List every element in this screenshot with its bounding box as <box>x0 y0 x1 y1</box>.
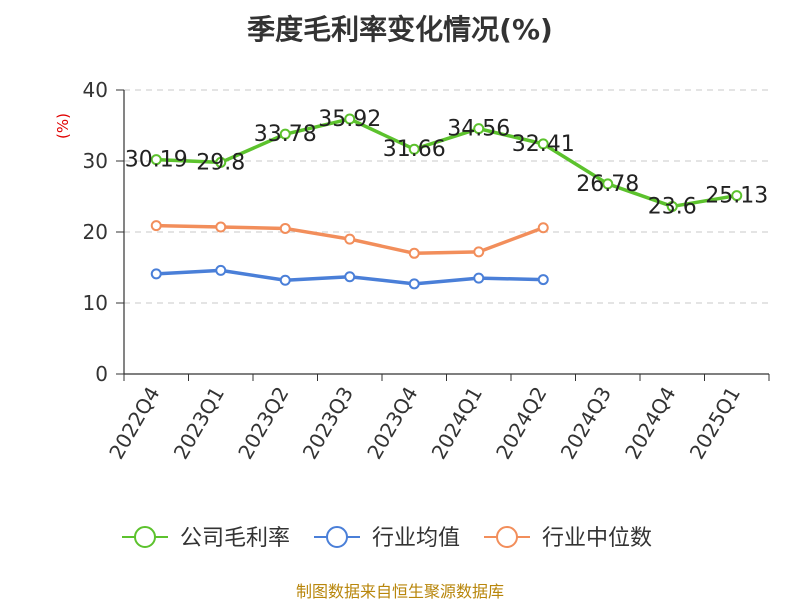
y-tick-label: 10 <box>83 291 108 315</box>
data-point <box>215 156 227 168</box>
data-label: 29.8 <box>196 150 245 175</box>
data-point <box>666 200 678 212</box>
grid-lines <box>124 89 769 304</box>
data-point <box>344 271 356 283</box>
x-tick-label: 2024Q1 <box>427 383 487 464</box>
data-label: 30.19 <box>125 148 188 173</box>
data-point <box>537 274 549 286</box>
data-label: 33.78 <box>254 122 317 147</box>
data-point <box>279 128 291 140</box>
data-label: 23.6 <box>648 194 697 219</box>
data-point <box>279 222 291 234</box>
x-tick-label: 2023Q3 <box>298 383 358 464</box>
legend-label: 行业均值 <box>372 526 460 551</box>
data-point <box>473 246 485 258</box>
data-label: 35.92 <box>318 107 381 132</box>
data-point <box>473 272 485 284</box>
data-point <box>731 190 743 202</box>
data-point <box>408 278 420 290</box>
data-point <box>279 274 291 286</box>
data-point <box>408 143 420 155</box>
data-point <box>537 222 549 234</box>
legend-marker <box>496 526 518 548</box>
x-tick-label: 2025Q1 <box>685 383 745 464</box>
legend: 公司毛利率 行业均值 行业中位数 <box>122 526 652 551</box>
x-tick-label: 2024Q4 <box>620 383 680 464</box>
data-point <box>537 138 549 150</box>
axes: 0 10 20 30 40 (%) 2022Q4 2023Q1 2023Q2 2023Q3 2023… <box>54 78 770 464</box>
data-point <box>344 233 356 245</box>
y-axis-label: (%) <box>54 113 72 139</box>
chart-title: 季度毛利率变化情况(%) <box>247 13 553 46</box>
legend-marker <box>134 526 156 548</box>
data-label: 32.41 <box>512 132 575 157</box>
data-point <box>473 123 485 135</box>
y-tick-label: 30 <box>83 149 108 173</box>
data-point <box>150 154 162 166</box>
x-tick-label: 2024Q2 <box>491 383 551 464</box>
y-tick-label: 0 <box>95 362 108 386</box>
series-line-0 <box>156 117 738 209</box>
data-point <box>602 178 614 190</box>
x-tick-label: 2024Q3 <box>556 383 616 464</box>
data-point <box>150 268 162 280</box>
y-tick-label: 40 <box>83 78 108 102</box>
x-tick-label: 2022Q4 <box>104 383 164 464</box>
data-point <box>344 113 356 125</box>
source-note: 制图数据来自恒生聚源数据库 <box>295 582 504 601</box>
x-tick-label: 2023Q1 <box>169 383 229 464</box>
legend-label: 行业中位数 <box>542 526 652 551</box>
data-point <box>215 221 227 233</box>
data-label: 34.56 <box>447 117 510 142</box>
legend-marker <box>326 526 348 548</box>
series-layer <box>150 113 743 290</box>
data-point <box>150 220 162 232</box>
y-tick-label: 20 <box>83 220 108 244</box>
data-point <box>408 247 420 259</box>
data-point <box>215 264 227 276</box>
data-label: 25.13 <box>705 184 768 209</box>
data-label: 31.66 <box>383 137 446 162</box>
legend-label: 公司毛利率 <box>180 526 290 551</box>
x-tick-label: 2023Q4 <box>362 383 422 464</box>
x-tick-label: 2023Q2 <box>233 383 293 464</box>
data-label: 26.78 <box>576 172 639 197</box>
